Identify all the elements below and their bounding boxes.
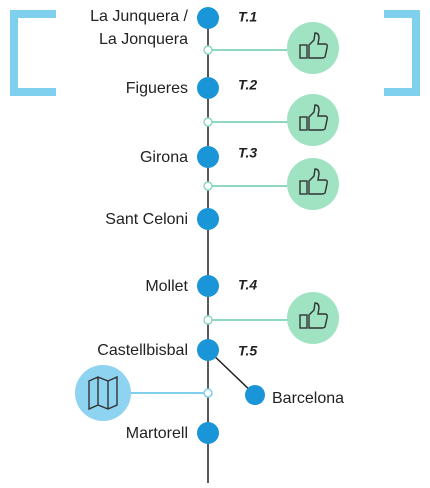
links — [75, 22, 339, 421]
link-node — [203, 45, 213, 55]
bracket-left — [10, 10, 56, 96]
map-icon — [88, 375, 118, 411]
station-label: Sant Celoni — [105, 211, 188, 228]
station-label: La Jonquera — [99, 31, 188, 48]
station-label: Mollet — [145, 278, 188, 295]
section-label: T.5 — [238, 343, 257, 359]
station-label: Castellbisbal — [97, 342, 188, 359]
section-label: T.2 — [238, 77, 257, 93]
link-node — [203, 117, 213, 127]
thumb-badge — [287, 292, 339, 344]
section-label: T.3 — [238, 145, 257, 161]
stations: La Junquera / La Jonquera Figueres Girona Sa… — [90, 7, 257, 444]
station-label: Martorell — [126, 425, 188, 442]
station-dot — [197, 422, 219, 444]
station-dot — [197, 146, 219, 168]
map-badge — [75, 365, 131, 421]
station-label: La Junquera / — [90, 8, 188, 25]
branch-dot — [245, 385, 265, 405]
station-dot — [197, 77, 219, 99]
station-dot — [197, 7, 219, 29]
section-label: T.4 — [238, 277, 257, 293]
thumb-badge — [287, 158, 339, 210]
link-node — [203, 388, 213, 398]
station-label: Girona — [140, 149, 188, 166]
link-node — [203, 181, 213, 191]
station-dot — [197, 208, 219, 230]
thumb-badge — [287, 22, 339, 74]
station-label: Figueres — [126, 80, 188, 97]
bracket-right — [384, 10, 420, 96]
link-node — [203, 315, 213, 325]
station-dot — [197, 275, 219, 297]
station-dot — [197, 339, 219, 361]
branch-label: Barcelona — [272, 390, 344, 407]
section-label: T.1 — [238, 9, 257, 25]
thumb-badge — [287, 94, 339, 146]
